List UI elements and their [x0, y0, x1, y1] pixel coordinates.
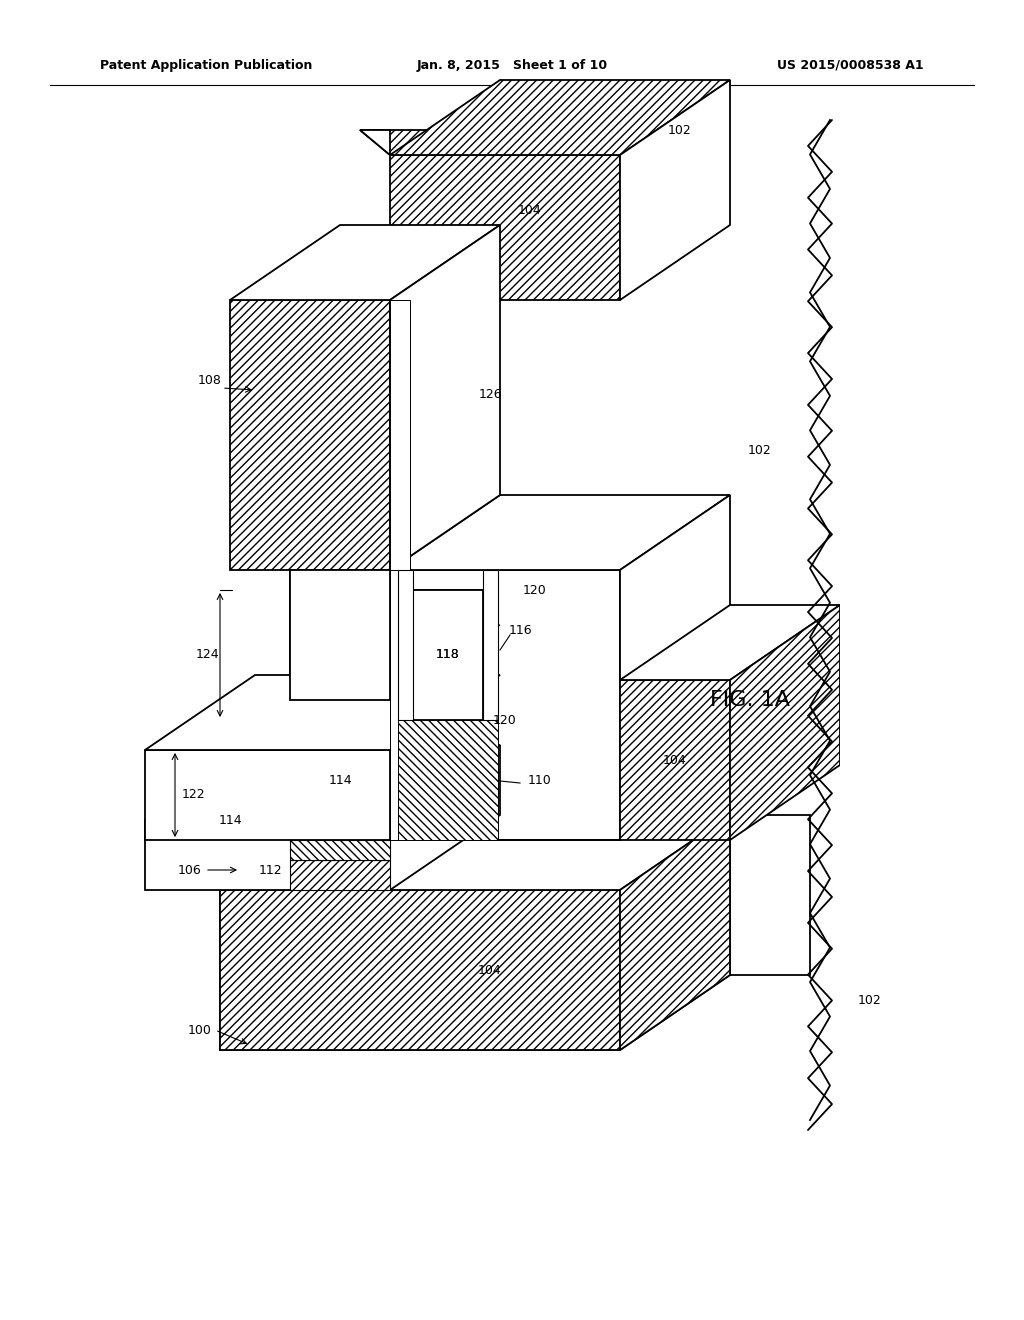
Text: 122: 122 [181, 788, 205, 801]
Text: 104: 104 [664, 754, 687, 767]
Polygon shape [730, 605, 840, 840]
Polygon shape [620, 495, 730, 840]
Polygon shape [390, 570, 398, 840]
Text: 110: 110 [528, 774, 552, 787]
Text: FIG. 1A: FIG. 1A [710, 690, 790, 710]
Polygon shape [620, 81, 730, 300]
Text: 108: 108 [198, 374, 222, 387]
Polygon shape [398, 719, 498, 840]
Text: 104: 104 [518, 203, 542, 216]
Polygon shape [390, 154, 620, 300]
Polygon shape [390, 570, 620, 840]
Polygon shape [290, 700, 390, 840]
Text: 126: 126 [478, 388, 502, 401]
Text: 120: 120 [494, 714, 517, 726]
Polygon shape [145, 820, 390, 890]
Polygon shape [360, 129, 390, 154]
Text: 124: 124 [196, 648, 219, 661]
Polygon shape [840, 100, 1024, 1200]
Polygon shape [620, 605, 840, 680]
Text: 100: 100 [188, 1023, 212, 1036]
Polygon shape [413, 590, 483, 719]
Text: 114: 114 [218, 813, 242, 826]
Polygon shape [230, 300, 390, 570]
Text: 102: 102 [858, 994, 882, 1006]
Text: 104: 104 [478, 964, 502, 977]
Text: 118: 118 [436, 648, 460, 661]
Polygon shape [483, 570, 498, 719]
Text: 102: 102 [668, 124, 692, 136]
Polygon shape [620, 814, 730, 1049]
Polygon shape [413, 590, 483, 719]
Polygon shape [145, 744, 500, 820]
Polygon shape [620, 814, 730, 1049]
Text: 116: 116 [508, 623, 531, 636]
Text: 106: 106 [178, 863, 202, 876]
Polygon shape [145, 750, 390, 840]
Polygon shape [290, 570, 390, 890]
Text: 102: 102 [749, 444, 772, 457]
Text: 114: 114 [328, 774, 352, 787]
Polygon shape [220, 814, 730, 890]
Text: 118: 118 [436, 648, 460, 661]
Polygon shape [230, 224, 500, 300]
Polygon shape [390, 744, 500, 890]
Polygon shape [290, 570, 390, 700]
Polygon shape [390, 81, 730, 154]
Polygon shape [398, 570, 413, 719]
Text: Jan. 8, 2015   Sheet 1 of 10: Jan. 8, 2015 Sheet 1 of 10 [417, 58, 607, 71]
Text: 112: 112 [258, 863, 282, 876]
Polygon shape [220, 890, 620, 1049]
Polygon shape [390, 300, 410, 570]
Polygon shape [290, 840, 390, 861]
Polygon shape [390, 495, 500, 570]
Polygon shape [220, 890, 620, 1049]
Polygon shape [390, 495, 730, 570]
Polygon shape [290, 861, 390, 890]
Polygon shape [290, 624, 500, 700]
Polygon shape [730, 814, 810, 975]
Polygon shape [483, 570, 498, 719]
Polygon shape [145, 675, 500, 750]
Polygon shape [398, 570, 413, 719]
Text: Patent Application Publication: Patent Application Publication [100, 58, 312, 71]
Polygon shape [390, 224, 500, 570]
Text: US 2015/0008538 A1: US 2015/0008538 A1 [777, 58, 924, 71]
Polygon shape [620, 680, 730, 840]
Text: 120: 120 [523, 583, 547, 597]
Polygon shape [360, 129, 620, 154]
